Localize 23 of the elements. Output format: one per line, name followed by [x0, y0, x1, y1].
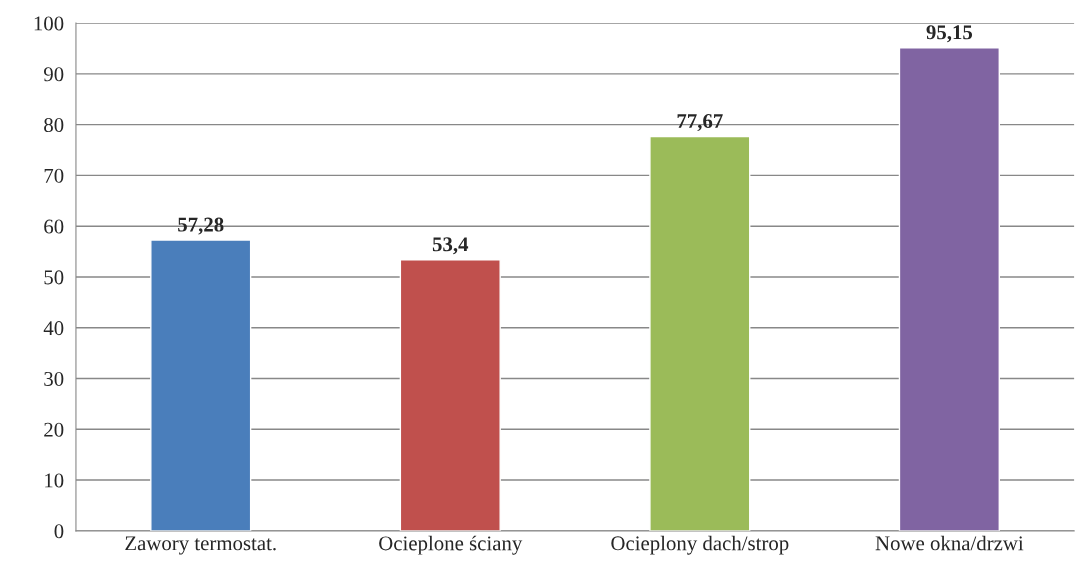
- data-label: 53,4: [432, 237, 469, 255]
- y-tick-label: 0: [54, 524, 64, 539]
- bar: [150, 239, 252, 531]
- x-tick-label: Zawory termostat.: [125, 536, 276, 555]
- y-tick-label: 20: [44, 422, 64, 437]
- y-tick-label: 50: [44, 270, 64, 285]
- bar: [898, 47, 1000, 531]
- data-label: 77,67: [677, 114, 723, 132]
- data-label: 95,15: [926, 25, 973, 43]
- y-tick-label: 30: [44, 371, 64, 386]
- x-tick-label: Ocieplony dach/strop: [611, 535, 789, 555]
- y-tick-label: 80: [44, 118, 64, 133]
- y-tick-label: 90: [43, 67, 64, 82]
- bar: [399, 259, 501, 531]
- y-tick-label: 60: [44, 219, 64, 234]
- x-tick-label: Ocieplone ściany: [379, 535, 523, 555]
- data-label: 57,28: [178, 217, 224, 235]
- y-tick-label: 40: [43, 321, 64, 336]
- bar: [649, 135, 751, 531]
- y-tick-label: 10: [45, 473, 64, 488]
- y-tick-label: 100: [34, 16, 64, 31]
- x-tick-label: Nowe okna/drzwi: [875, 535, 1024, 551]
- y-tick-label: 70: [44, 168, 64, 183]
